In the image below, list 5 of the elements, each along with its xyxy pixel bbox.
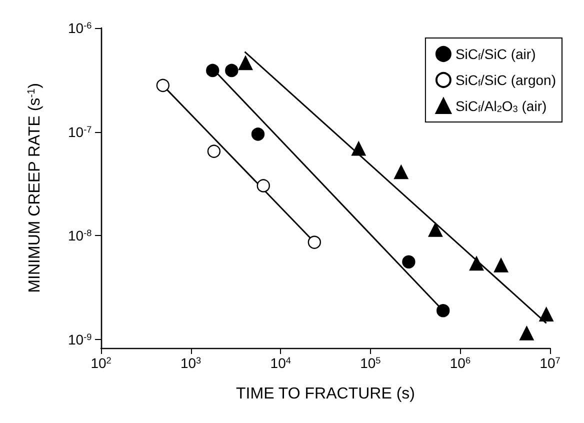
y-axis-title: MINIMUM CREEP RATE (s-1) <box>26 83 44 293</box>
x-axis-title: TIME TO FRACTURE (s) <box>236 386 415 402</box>
legend-label: SiCf/SiC (argon) <box>455 72 556 88</box>
legend-label: SiCf/Al2O3 (air) <box>455 98 547 114</box>
legend-label: SiCf/SiC (air) <box>455 46 536 62</box>
